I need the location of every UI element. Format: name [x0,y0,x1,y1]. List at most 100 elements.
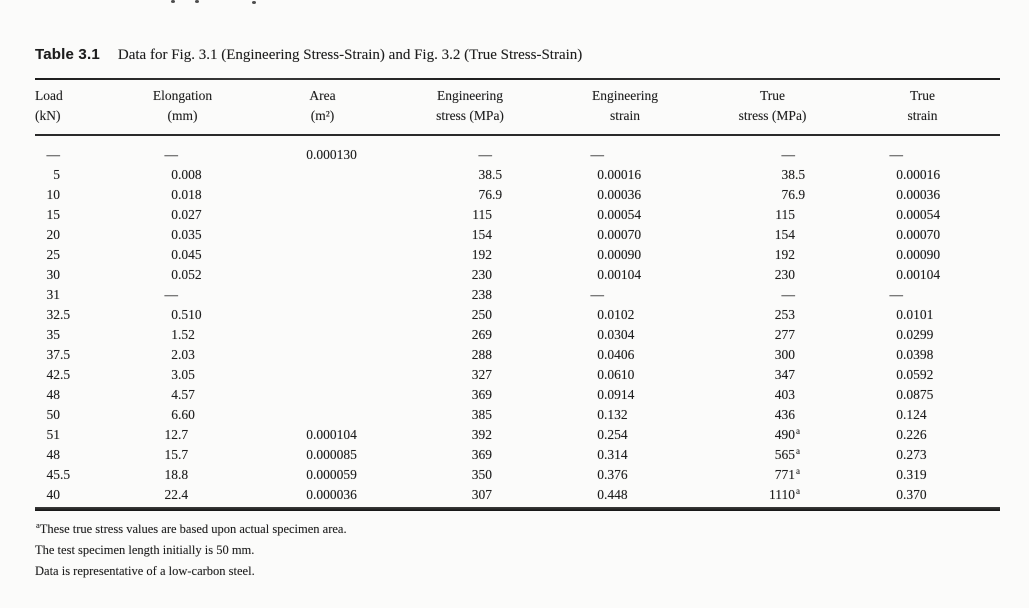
table-cell: 0.00036 [845,185,1000,205]
table-cell: 3.05 [110,365,255,385]
table-cell: 4.57 [110,385,255,405]
cell-frac-part: .60 [178,407,195,422]
cell-frac-part: .52 [178,327,195,342]
header-cell: Area (m²) [255,80,390,136]
header-line2: (mm) [167,108,198,123]
table-cell: 0.132 [550,405,700,425]
header-line2: (kN) [35,108,61,123]
cell-int-part: 385 [471,407,492,422]
table-cell: 0.027 [110,205,255,225]
cell-frac-part: .7 [178,447,189,462]
table-cell: 0.052 [110,265,255,285]
table-cell: 0.0406 [550,345,700,365]
table-cell [255,325,390,345]
table-cell: — [700,135,845,165]
table-cell: 0.0101 [845,305,1000,325]
page-crop-artifact [252,1,256,4]
table-cell: 250 [390,305,550,325]
footnote-marker: a [796,465,800,476]
cell-int-part: 0 [597,467,604,482]
cell-frac-part: .00070 [903,227,941,242]
cell-frac-part: .0102 [604,307,635,322]
cell-frac-part: .273 [903,447,927,462]
cell-frac-part: .00090 [604,247,642,262]
cell-int-part: 369 [471,387,492,402]
cell-frac-part: .0406 [604,347,635,362]
table-row: 15 0.027 115 0.00054 115 0.00054 [35,205,1000,225]
table-row: 5 0.008 38.5 0.00016 38.5 0.00016 [35,165,1000,185]
cell-int-part: 12 [164,427,179,442]
cell-int-part: 300 [774,347,795,362]
table-cell: 0.0102 [550,305,700,325]
table-cell: 10 [35,185,110,205]
header-line2: strain [610,108,640,123]
cell-int-part: 0 [597,487,604,502]
table-cell: 12.7 [110,425,255,445]
data-table: Load (kN) Elongation (mm) Area (m²) Engineerin… [35,80,1000,505]
cell-frac-part: .0914 [604,387,635,402]
table-cell: 31 [35,285,110,305]
cell-frac-part: .052 [178,267,202,282]
cell-int-part: 0 [896,347,903,362]
cell-int-part: 0 [171,227,178,242]
cell-int-part: 0 [597,327,604,342]
cell-int-part: 0 [896,427,903,442]
cell-int-part: 0 [597,207,604,222]
cell-frac-part: .045 [178,247,202,262]
header-line1: Load [35,88,63,103]
table-cell: 6.60 [110,405,255,425]
footnote-marker: a [796,425,800,436]
header-cell: True strain [845,80,1000,136]
cell-int-part: 0 [597,247,604,262]
header-line2: stress (MPa) [436,108,504,123]
cell-int-part: 42 [46,367,61,382]
cell-int-part: — [164,287,179,302]
table-body: — —0.000130— — — —5 0.008 38.5 0.00016 38.5 0.000… [35,135,1000,505]
table-cell: 350 [390,465,550,485]
cell-frac-part: .000085 [313,447,357,462]
table-cell: 37.5 [35,345,110,365]
table-row: 31 — 238 — — — [35,285,1000,305]
cell-frac-part: .0875 [903,387,934,402]
table-cell: 2.03 [110,345,255,365]
cell-int-part: 0 [597,187,604,202]
table-cell: 230 [390,265,550,285]
table-cell: 76.9 [390,185,550,205]
cell-frac-part: .000104 [313,427,357,442]
cell-int-part: 192 [774,247,795,262]
cell-frac-part: .5 [492,167,503,182]
cell-frac-part: .0610 [604,367,635,382]
table-cell [255,345,390,365]
cell-frac-part: .0398 [903,347,934,362]
table-cell: 15 [35,205,110,225]
table-cell: 327 [390,365,550,385]
table-cell: 253 [700,305,845,325]
cell-int-part: 0 [896,247,903,262]
table-cell: 0.000085 [255,445,390,465]
cell-int-part: 347 [774,367,795,382]
table-cell: 0.000104 [255,425,390,445]
table-cell [255,405,390,425]
cell-int-part: 392 [471,427,492,442]
table-cell: 369 [390,445,550,465]
cell-int-part: 30 [46,267,61,282]
cell-int-part: 0 [597,387,604,402]
table-cell [255,265,390,285]
cell-int-part: 230 [774,267,795,282]
header-line1: True [909,88,935,103]
table-cell: 42.5 [35,365,110,385]
table-cell: 5 [35,165,110,185]
page-crop-artifact [195,0,199,3]
table-row: 37.5 2.03 288 0.0406 300 0.0398 [35,345,1000,365]
cell-int-part: 565 [774,447,795,462]
table-row: 20 0.035 154 0.00070 154 0.00070 [35,225,1000,245]
top-rule [35,78,1000,80]
table-cell: 18.8 [110,465,255,485]
table-cell: 38.5 [700,165,845,185]
table-cell [255,205,390,225]
cell-frac-part: .00036 [903,187,941,202]
table-cell: 45.5 [35,465,110,485]
cell-int-part: 403 [774,387,795,402]
page-crop-artifact [171,0,175,3]
